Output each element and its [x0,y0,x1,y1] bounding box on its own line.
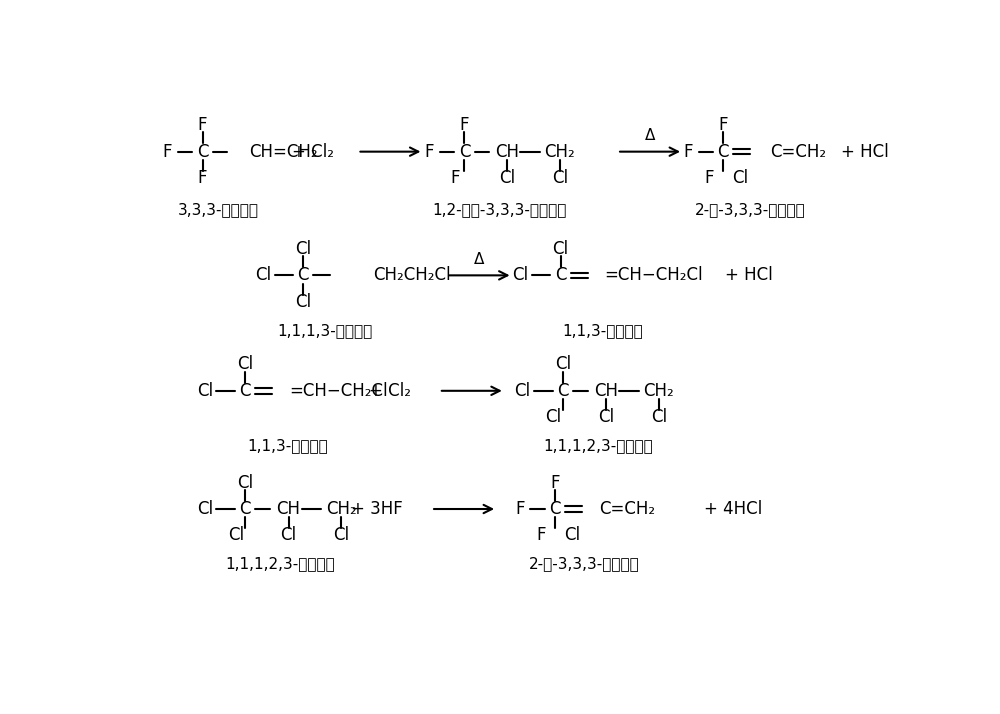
Text: Cl: Cl [598,408,614,426]
Text: + Cl₂: + Cl₂ [292,143,334,161]
Text: Cl: Cl [512,266,528,284]
Text: Cl: Cl [552,240,569,258]
Text: 2-氯-3,3,3-三氟丙烯: 2-氯-3,3,3-三氟丙烯 [695,202,806,217]
Text: CH: CH [277,500,301,518]
Text: F: F [719,116,728,134]
Text: + HCl: + HCl [725,266,773,284]
Text: C: C [549,500,561,518]
Text: + 4HCl: + 4HCl [704,500,763,518]
Text: Cl: Cl [651,408,667,426]
Text: Cl: Cl [515,382,531,400]
Text: C: C [718,143,729,161]
Text: Cl: Cl [564,526,580,544]
Text: CH₂: CH₂ [326,500,357,518]
Text: Cl: Cl [546,408,562,426]
Text: Cl: Cl [732,169,748,187]
Text: C: C [197,143,208,161]
Text: Cl: Cl [237,356,253,373]
Text: CH: CH [594,382,618,400]
Text: F: F [705,169,714,187]
Text: C: C [239,500,251,518]
Text: Cl: Cl [295,293,311,311]
Text: F: F [516,500,525,518]
Text: Cl: Cl [499,169,515,187]
Text: CH=CH₂: CH=CH₂ [249,143,318,161]
Text: Cl: Cl [280,526,297,544]
Text: C: C [239,382,251,400]
Text: Cl: Cl [333,526,349,544]
Text: C=CH₂: C=CH₂ [770,143,826,161]
Text: + Cl₂: + Cl₂ [369,382,411,400]
Text: 1,1,1,2,3-五氯丙烷: 1,1,1,2,3-五氯丙烷 [543,438,653,453]
Text: F: F [684,143,693,161]
Text: C: C [298,266,309,284]
Text: 1,1,1,2,3-五氯丙烷: 1,1,1,2,3-五氯丙烷 [225,556,335,571]
Text: Cl: Cl [555,356,571,373]
Text: Cl: Cl [197,382,213,400]
Text: F: F [198,169,207,187]
Text: 1,1,3-三氯丙烯: 1,1,3-三氯丙烯 [247,438,328,453]
Text: + 3HF: + 3HF [351,500,403,518]
Text: =CH−CH₂Cl: =CH−CH₂Cl [289,382,388,400]
Text: Cl: Cl [552,169,568,187]
Text: F: F [450,169,460,187]
Text: C=CH₂: C=CH₂ [599,500,655,518]
Text: Cl: Cl [255,266,271,284]
Text: F: F [550,473,560,492]
Text: C: C [557,382,569,400]
Text: Cl: Cl [295,240,311,258]
Text: + HCl: + HCl [841,143,889,161]
Text: Cl: Cl [197,500,213,518]
Text: CH₂: CH₂ [644,382,674,400]
Text: 1,1,3-三氯丙烯: 1,1,3-三氯丙烯 [563,323,644,338]
Text: CH: CH [495,143,519,161]
Text: 2-氯-3,3,3-三氟丙烯: 2-氯-3,3,3-三氟丙烯 [529,556,640,571]
Text: F: F [163,143,172,161]
Text: =CH−CH₂Cl: =CH−CH₂Cl [605,266,703,284]
Text: F: F [198,116,207,134]
Text: F: F [536,526,546,544]
Text: C: C [459,143,470,161]
Text: Δ: Δ [474,252,485,267]
Text: Cl: Cl [237,473,253,492]
Text: 1,2-二氯-3,3,3-三氟丙烷: 1,2-二氯-3,3,3-三氟丙烷 [432,202,567,217]
Text: 1,1,1,3-四氯丙烷: 1,1,1,3-四氯丙烷 [277,323,373,338]
Text: CH₂CH₂Cl: CH₂CH₂Cl [373,266,451,284]
Text: F: F [425,143,434,161]
Text: F: F [460,116,469,134]
Text: C: C [555,266,566,284]
Text: Cl: Cl [228,526,244,544]
Text: Δ: Δ [645,129,655,144]
Text: CH₂: CH₂ [544,143,575,161]
Text: 3,3,3-三氟丙烯: 3,3,3-三氟丙烯 [178,202,258,217]
